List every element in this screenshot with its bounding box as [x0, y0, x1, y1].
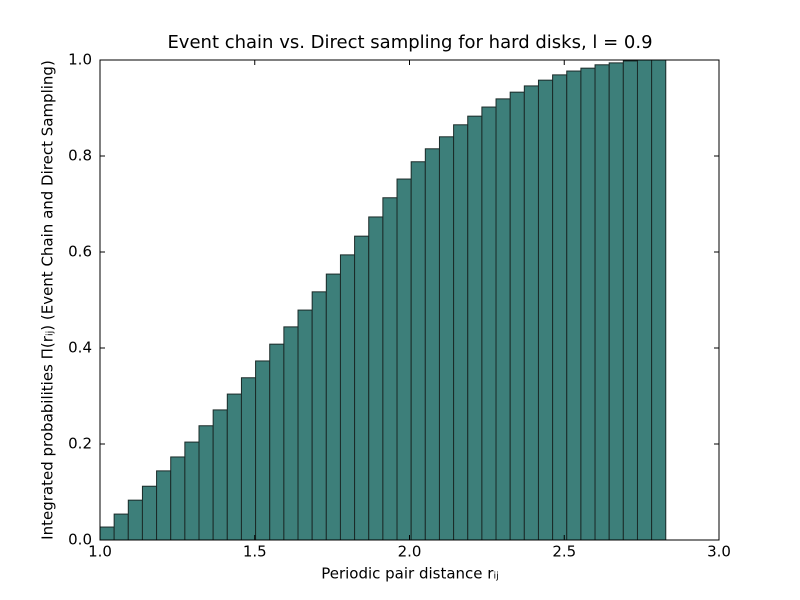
bar	[382, 197, 398, 541]
bar	[255, 360, 271, 541]
bar	[509, 91, 525, 541]
bar	[622, 60, 638, 541]
x-tick-label: 1.0	[88, 543, 112, 561]
bar	[438, 136, 455, 541]
bar	[424, 148, 440, 541]
bar	[226, 393, 242, 541]
bar	[99, 526, 115, 541]
y-tick-label: 0.4	[68, 339, 92, 357]
bar	[537, 79, 554, 541]
bar	[240, 377, 257, 541]
bar	[396, 178, 412, 541]
bar	[354, 235, 370, 541]
y-axis-label: Integrated probabilities Π(rᵢⱼ) (Event C…	[39, 60, 57, 540]
bar	[467, 115, 483, 541]
bar	[594, 64, 610, 541]
bar	[141, 485, 158, 541]
bar	[495, 98, 511, 541]
bar	[636, 59, 653, 541]
bar	[311, 291, 327, 541]
bar	[410, 161, 426, 541]
bar	[368, 216, 384, 541]
bar	[566, 70, 582, 541]
bar	[184, 441, 200, 541]
x-tick-label: 2.5	[552, 543, 576, 561]
bar	[339, 254, 356, 541]
bar	[453, 124, 469, 541]
x-axis-label: Periodic pair distance rᵢⱼ	[321, 565, 499, 583]
bar	[170, 456, 186, 541]
bar	[283, 326, 299, 541]
bar	[552, 74, 568, 541]
x-tick-label: 3.0	[707, 543, 731, 561]
bar	[127, 499, 143, 541]
bar	[651, 59, 667, 541]
y-tick-label: 0.0	[68, 531, 92, 549]
bar	[297, 309, 313, 541]
bar	[212, 409, 228, 541]
bar	[580, 67, 596, 541]
y-tick-label: 0.6	[68, 243, 92, 261]
x-tick-label: 1.5	[243, 543, 267, 561]
bar	[608, 62, 624, 541]
bar	[481, 106, 497, 541]
chart-title: Event chain vs. Direct sampling for hard…	[167, 32, 652, 53]
bar	[269, 343, 285, 541]
bar	[156, 470, 172, 541]
bar	[198, 425, 214, 541]
y-tick-label: 0.8	[68, 147, 92, 165]
x-tick-label: 2.0	[398, 543, 422, 561]
y-tick-label: 1.0	[68, 51, 92, 69]
y-tick-label: 0.2	[68, 435, 92, 453]
bar	[325, 273, 341, 541]
bar	[523, 85, 539, 541]
bar	[113, 513, 129, 541]
